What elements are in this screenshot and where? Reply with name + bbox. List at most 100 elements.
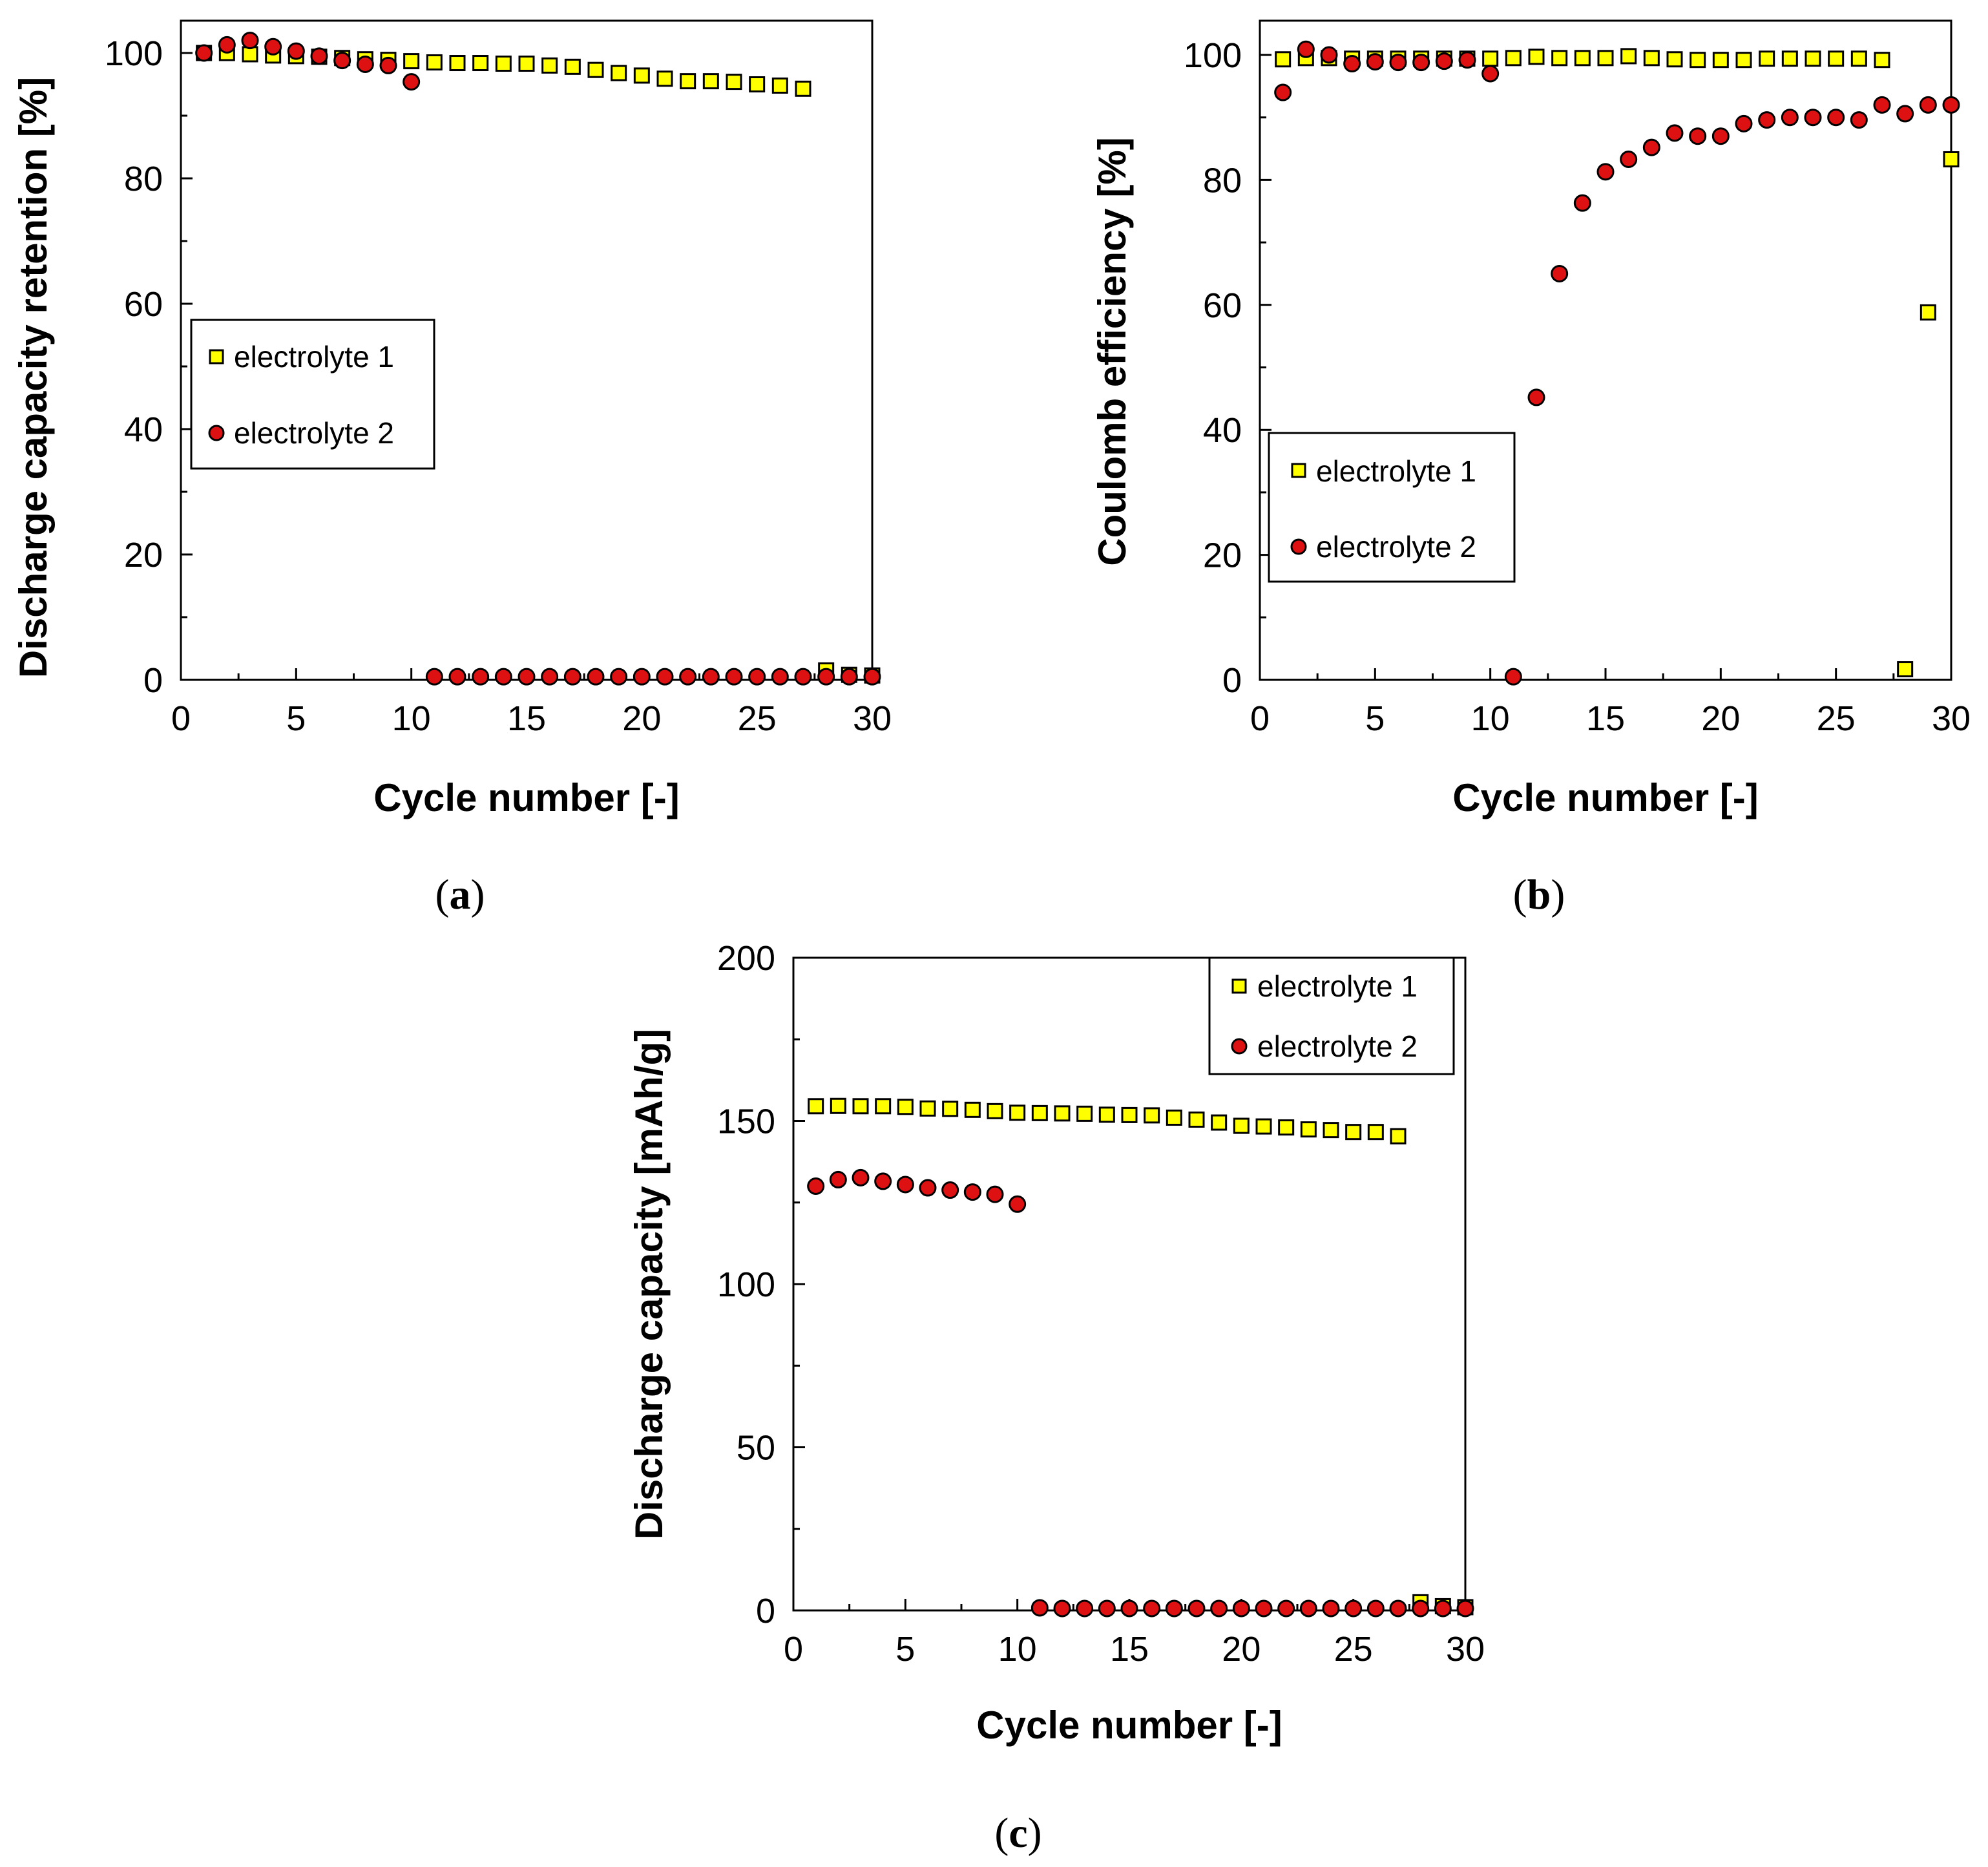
y-tick-label: 100	[717, 1265, 775, 1304]
data-point-electrolyte-1	[1345, 1124, 1362, 1141]
data-point-electrolyte-2	[1274, 83, 1292, 101]
data-point-electrolyte-2	[541, 668, 559, 686]
data-point-electrolyte-1	[1574, 50, 1591, 67]
data-point-electrolyte-2	[1143, 1599, 1161, 1618]
data-point-electrolyte-1	[1712, 52, 1729, 69]
data-point-electrolyte-2	[403, 73, 421, 91]
data-point-electrolyte-2	[1435, 52, 1453, 70]
data-point-electrolyte-2	[807, 1177, 825, 1195]
y-tick-label: 100	[1184, 36, 1242, 75]
data-point-electrolyte-2	[1320, 46, 1338, 64]
data-point-electrolyte-1	[680, 73, 696, 90]
data-point-electrolyte-2	[852, 1168, 870, 1187]
panel-c-legend-marker-electrolyte-2	[1231, 1038, 1248, 1055]
y-tick-label: 40	[124, 410, 163, 449]
x-tick-label: 0	[1250, 699, 1270, 738]
data-point-electrolyte-2	[1827, 109, 1845, 127]
data-point-electrolyte-1	[919, 1100, 936, 1117]
panel-a-legend-marker-electrolyte-1	[209, 349, 224, 364]
data-point-electrolyte-2	[310, 47, 328, 65]
data-point-electrolyte-1	[1897, 661, 1914, 678]
panel-b-legend-label-electrolyte-2: electrolyte 2	[1316, 530, 1476, 564]
data-point-electrolyte-1	[541, 57, 558, 74]
panel-b-legend-box	[1268, 432, 1516, 583]
data-point-electrolyte-1	[1943, 151, 1960, 167]
y-tick-label: 60	[1203, 286, 1242, 325]
y-tick-label: 80	[1203, 161, 1242, 200]
data-point-electrolyte-2	[1434, 1599, 1452, 1618]
x-tick-label: 0	[784, 1630, 803, 1669]
data-point-electrolyte-2	[1053, 1599, 1071, 1618]
data-point-electrolyte-1	[1076, 1105, 1093, 1122]
data-point-electrolyte-2	[1120, 1599, 1138, 1618]
panel-a-x-axis-title: Cycle number [-]	[373, 776, 679, 819]
data-point-electrolyte-2	[1210, 1599, 1228, 1618]
data-point-electrolyte-2	[1896, 105, 1914, 123]
x-tick-label: 10	[392, 699, 431, 738]
data-point-electrolyte-2	[1366, 53, 1384, 71]
data-point-electrolyte-2	[1076, 1599, 1094, 1618]
panel-b-points	[1274, 40, 1960, 686]
x-tick-label: 5	[286, 699, 306, 738]
data-point-electrolyte-1	[1781, 50, 1798, 67]
data-point-electrolyte-2	[1098, 1599, 1116, 1618]
data-point-electrolyte-2	[1527, 388, 1545, 406]
data-point-electrolyte-1	[1211, 1114, 1228, 1131]
x-tick-label: 25	[738, 699, 777, 738]
x-tick-label: 25	[1334, 1630, 1373, 1669]
panel-c-y-axis-title: Discharge capacity [mAh/g]	[627, 1029, 671, 1539]
data-point-electrolyte-1	[403, 53, 420, 70]
data-point-electrolyte-2	[1735, 114, 1753, 132]
panel-b-label: (b)	[1513, 871, 1565, 918]
data-point-electrolyte-1	[1759, 50, 1775, 67]
data-point-electrolyte-1	[875, 1098, 892, 1115]
data-point-electrolyte-1	[1121, 1106, 1138, 1123]
data-point-electrolyte-2	[563, 668, 581, 686]
data-point-electrolyte-1	[1482, 50, 1499, 67]
data-point-electrolyte-1	[1874, 52, 1890, 69]
data-point-electrolyte-2	[218, 36, 236, 54]
data-point-electrolyte-2	[241, 32, 259, 50]
data-point-electrolyte-2	[1232, 1599, 1250, 1618]
data-point-electrolyte-2	[1188, 1599, 1206, 1618]
data-point-electrolyte-2	[264, 37, 282, 56]
data-point-electrolyte-1	[1850, 50, 1867, 67]
data-point-electrolyte-2	[1343, 55, 1361, 73]
x-tick-label: 15	[507, 699, 546, 738]
y-tick-label: 0	[756, 1592, 775, 1630]
panel-a-legend-box	[190, 319, 435, 470]
data-point-electrolyte-1	[633, 67, 650, 84]
data-point-electrolyte-1	[1735, 52, 1752, 69]
panel-a-chart: 0 5 10 15 20 25 30 0 20 40 60 80 100 electrolyte 1 e…	[12, 19, 892, 918]
data-point-electrolyte-2	[1299, 1599, 1317, 1618]
panel-b-y-axis-title: Coulomb efficiency [%]	[1091, 137, 1134, 565]
data-point-electrolyte-2	[1165, 1599, 1183, 1618]
data-point-electrolyte-1	[1300, 1121, 1317, 1138]
data-point-electrolyte-1	[1620, 48, 1637, 65]
panel-c-legend-marker-electrolyte-1	[1231, 978, 1247, 994]
data-point-electrolyte-1	[1920, 304, 1936, 321]
x-tick-label: 30	[1932, 699, 1971, 738]
panel-b-x-axis-title: Cycle number [-]	[1452, 776, 1758, 819]
data-point-electrolyte-1	[426, 54, 443, 71]
panel-a-legend-marker-electrolyte-2	[208, 425, 225, 441]
data-point-electrolyte-1	[1551, 50, 1568, 67]
data-point-electrolyte-1	[1597, 50, 1614, 67]
panel-a-label: (a)	[435, 871, 485, 918]
data-point-electrolyte-1	[964, 1101, 981, 1118]
data-point-electrolyte-2	[748, 668, 766, 686]
x-tick-label: 10	[1471, 699, 1510, 738]
data-point-electrolyte-1	[702, 73, 719, 90]
data-point-electrolyte-1	[830, 1097, 846, 1114]
data-point-electrolyte-1	[656, 70, 673, 87]
data-point-electrolyte-1	[1144, 1107, 1160, 1124]
y-tick-label: 150	[717, 1102, 775, 1141]
data-point-electrolyte-2	[1804, 109, 1822, 127]
data-point-electrolyte-1	[1054, 1105, 1071, 1122]
data-point-electrolyte-1	[987, 1102, 1003, 1119]
panel-a-ticks: 0 5 10 15 20 25 30 0 20 40 60 80 100	[105, 34, 892, 738]
data-point-electrolyte-1	[1367, 1124, 1384, 1141]
data-point-electrolyte-2	[518, 668, 536, 686]
y-tick-label: 80	[124, 160, 163, 198]
